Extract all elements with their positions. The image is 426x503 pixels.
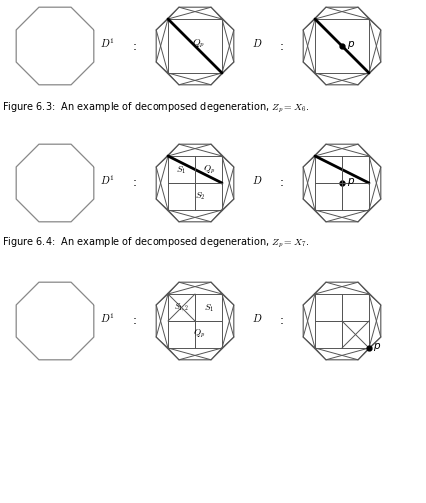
Text: $Q_p$: $Q_p$ (192, 38, 205, 50)
Text: :: : (279, 177, 283, 190)
Text: $S_1$: $S_1$ (176, 164, 186, 176)
Text: $S_1$: $S_1$ (203, 302, 213, 314)
Text: Figure 6.4:  An example of decomposed degeneration, $Z_p = X_7$.: Figure 6.4: An example of decomposed deg… (2, 236, 308, 250)
Text: p: p (346, 176, 353, 186)
Text: :: : (279, 314, 283, 327)
Text: $D^1$: $D^1$ (100, 311, 115, 325)
Text: Figure 6.3:  An example of decomposed degeneration, $Z_p = X_6$.: Figure 6.3: An example of decomposed deg… (2, 101, 308, 115)
Text: $D$: $D$ (251, 37, 262, 49)
Text: $D^1$: $D^1$ (100, 36, 115, 50)
Text: p: p (372, 341, 379, 351)
Text: :: : (132, 40, 137, 52)
Text: $Q_p$: $Q_p$ (202, 164, 215, 176)
Text: :: : (279, 40, 283, 52)
Text: p: p (346, 39, 353, 49)
Text: $D$: $D$ (251, 174, 262, 186)
Text: :: : (132, 177, 137, 190)
Text: $D$: $D$ (251, 312, 262, 324)
Text: $S_{1,2}$: $S_{1,2}$ (173, 302, 188, 314)
Text: $S_2$: $S_2$ (194, 190, 204, 202)
Text: $D^1$: $D^1$ (100, 173, 115, 187)
Text: $Q_p$: $Q_p$ (193, 328, 204, 340)
Text: :: : (132, 314, 137, 327)
